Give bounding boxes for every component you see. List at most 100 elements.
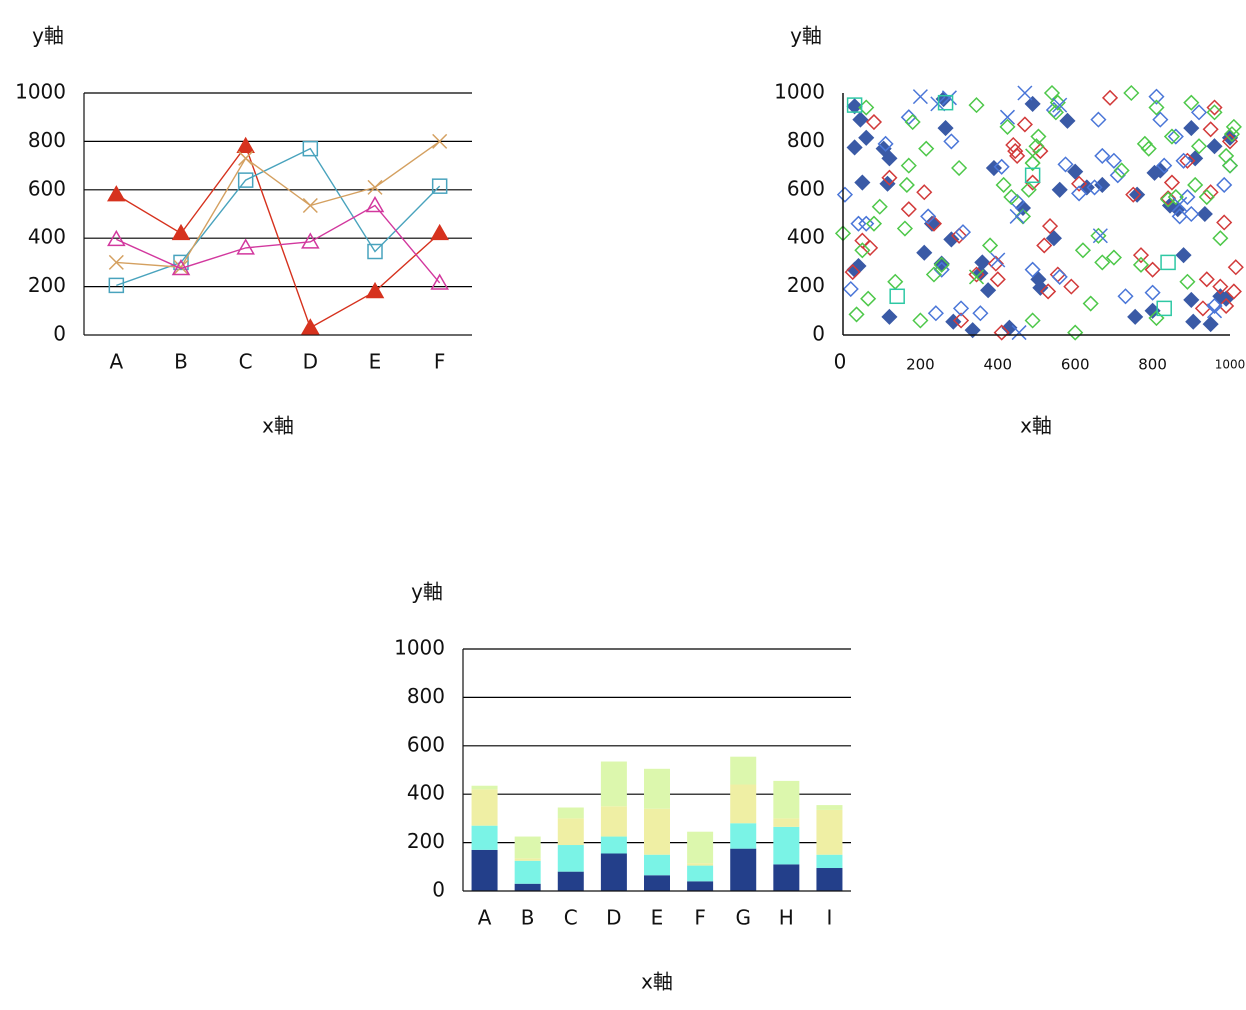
- scatter-point: [846, 97, 863, 113]
- x-tick-label: 600: [1061, 356, 1090, 374]
- bar-segment: [557, 818, 584, 846]
- scatter-point: [1190, 138, 1208, 155]
- scatter-point: [1032, 279, 1049, 296]
- scatter-series-2: [844, 89, 1244, 341]
- scatter-point: [981, 237, 999, 254]
- data-point: [237, 172, 254, 188]
- scatter-point: [1024, 261, 1041, 278]
- bar-segment: [600, 761, 627, 807]
- scatter-point: [1017, 85, 1033, 101]
- scatter-point: [925, 266, 943, 283]
- scatter-point: [1127, 308, 1144, 325]
- scatter-point: [993, 324, 1010, 341]
- series-4: [107, 196, 449, 290]
- bar-segment: [644, 808, 670, 855]
- scatter-point: [900, 109, 917, 126]
- scatter-point: [937, 94, 954, 111]
- y-tick-label: 0: [432, 878, 445, 902]
- x-tick-label: C: [239, 350, 253, 374]
- scatter-point: [1071, 175, 1088, 192]
- scatter-point: [1125, 186, 1142, 203]
- bar-segment: [816, 805, 843, 810]
- scatter-point: [933, 256, 950, 273]
- scatter-point: [943, 231, 960, 248]
- scatter-point: [1148, 99, 1165, 116]
- scatter-point: [1047, 104, 1064, 121]
- x-tick-label: 800: [1138, 356, 1167, 374]
- bar-stack-E: [644, 768, 670, 891]
- scatter-point: [980, 282, 997, 299]
- scatter-point: [1183, 205, 1200, 223]
- data-point: [431, 178, 448, 194]
- scatter-point: [952, 300, 970, 317]
- scatter-point: [1172, 196, 1188, 212]
- scatter-point: [1179, 188, 1196, 206]
- series-line: [115, 144, 441, 329]
- data-point: [302, 197, 318, 214]
- scatter-point: [1014, 199, 1032, 217]
- x-tick-label: D: [303, 350, 318, 374]
- scatter-point: [1067, 324, 1084, 341]
- scatter-point: [865, 215, 883, 232]
- scatter-point: [1049, 266, 1066, 283]
- y-tick-label: 800: [787, 128, 825, 152]
- x-tick-label: I: [826, 906, 832, 930]
- data-point: [238, 150, 254, 166]
- scatter-point: [862, 239, 879, 256]
- bar-segment: [773, 818, 800, 827]
- scatter-point: [842, 280, 859, 298]
- scatter-point: [1198, 188, 1215, 206]
- scatter-point: [858, 215, 875, 232]
- data-point: [430, 223, 449, 241]
- scatter-point: [852, 111, 869, 128]
- scatter-point: [881, 150, 898, 167]
- y-tick-label: 1000: [15, 80, 66, 104]
- scatter-point: [918, 140, 935, 157]
- bar-segment: [644, 768, 670, 809]
- bar-segment: [557, 807, 584, 819]
- bar-segment: [600, 836, 627, 854]
- scatter-point: [1052, 97, 1068, 113]
- y-tick-label: 400: [787, 225, 825, 249]
- x-tick-label: B: [521, 906, 535, 930]
- scatter-point: [850, 215, 867, 232]
- scatter-point: [1156, 157, 1173, 174]
- scatter-point: [1007, 143, 1024, 160]
- series-line: [116, 147, 441, 287]
- scatter-point: [1179, 273, 1196, 290]
- scatter-point: [877, 135, 894, 152]
- scatter-point: [1024, 312, 1041, 329]
- x-tick-label: F: [694, 906, 706, 930]
- scatter-series-1: [846, 90, 1239, 339]
- y-tick-label: 400: [28, 225, 66, 249]
- y-tick-label: 1000: [774, 80, 825, 104]
- scatter-point: [1160, 254, 1176, 271]
- data-point: [108, 277, 125, 294]
- scatter-point: [1212, 278, 1229, 295]
- scatter-point: [904, 113, 921, 131]
- scatter-point: [993, 158, 1010, 175]
- x-axis-title: x軸: [1020, 414, 1052, 438]
- scatter-point: [1183, 120, 1200, 137]
- scatter-point: [1051, 268, 1068, 285]
- bar-segment: [730, 756, 757, 785]
- scatter-point: [900, 201, 917, 218]
- scatter-point: [1175, 247, 1192, 264]
- scatter-point: [1175, 152, 1192, 169]
- series-line: [116, 204, 441, 284]
- bar-segment: [730, 784, 757, 824]
- x-tick-label: C: [564, 906, 578, 930]
- y-axis-title: y軸: [32, 24, 64, 48]
- scatter-point: [898, 176, 915, 194]
- data-point: [171, 258, 191, 276]
- scatter-point: [923, 215, 941, 232]
- scatter-point: [954, 224, 972, 241]
- scatter-point: [1129, 186, 1146, 203]
- y-axis-title: y軸: [790, 24, 822, 48]
- bar-segment: [514, 858, 541, 861]
- bar-segment: [730, 823, 757, 849]
- y-axis-title: y軸: [411, 580, 443, 604]
- scatter-point: [1009, 147, 1026, 164]
- scatter-point: [1024, 95, 1041, 112]
- scatter-point: [1109, 167, 1126, 184]
